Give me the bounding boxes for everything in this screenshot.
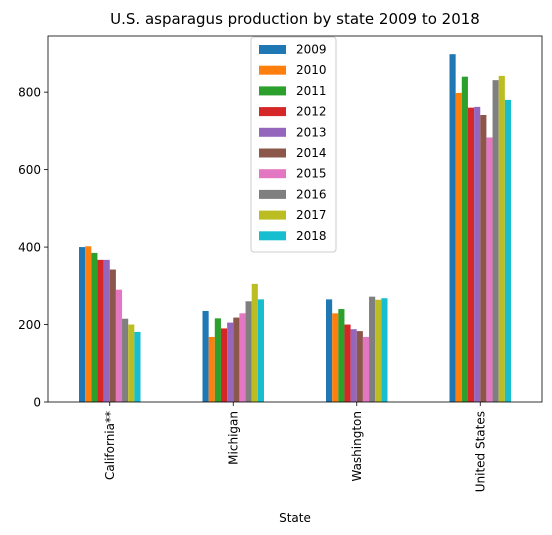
bar-2011-3 [461,76,468,403]
legend-label: 2009 [296,43,327,57]
legend-label: 2018 [296,229,327,243]
x-tick-label: California** [103,411,117,480]
bar-2012-0 [97,259,104,402]
y-tick-label: 800 [18,86,41,100]
plot-area: California** Michigan Washington United Sta… [18,35,543,492]
legend-swatch [259,127,286,137]
legend-swatch [259,45,286,54]
legend-swatch [259,189,286,199]
bar-2015-1 [239,313,246,402]
bar-2014-2 [356,331,363,402]
bar-2009-2 [326,299,333,402]
chart-title: U.S. asparagus production by state 2009 … [110,10,480,28]
bar-2010-3 [455,92,462,403]
legend-label: 2012 [296,105,327,119]
legend-swatch [259,65,286,75]
x-tick-label: Michigan [226,411,240,465]
bar-2016-1 [245,301,252,402]
bar-2011-2 [338,309,345,402]
bar-2013-0 [103,259,110,402]
bar-2017-0 [128,324,135,402]
bar-2016-3 [492,80,499,403]
bar-2017-3 [498,75,505,402]
y-tick-label: 400 [18,241,41,255]
x-axis-label: State [279,511,311,525]
bar-2018-3 [504,99,511,403]
bar-2009-3 [449,54,456,402]
bar-2011-1 [214,318,221,402]
y-tick-label: 0 [33,396,41,410]
bar-2018-2 [381,298,388,402]
x-tick-label: Washington [350,411,364,482]
legend-swatch [259,210,286,220]
bar-2011-0 [91,252,98,402]
bar-2016-0 [122,318,129,402]
bar-2014-3 [480,115,487,402]
bar-2012-1 [220,328,228,402]
bar-2009-1 [202,310,209,402]
bar-2010-0 [85,246,92,402]
legend-label: 2017 [296,208,327,222]
legend-swatch [259,169,286,179]
bar-2018-1 [257,299,264,402]
legend-swatch [259,148,286,158]
x-tick-label: United States [473,411,487,492]
legend-label: 2016 [296,187,327,201]
bar-2016-2 [369,296,376,402]
legend-swatch [259,231,286,241]
bar-2017-1 [251,283,258,402]
bar-2013-2 [350,329,357,402]
bar-2009-0 [79,247,86,402]
bar-2012-2 [344,324,351,402]
legend: 2009 2010 2011 2012 2013 2014 2015 2016 2017 2018 [250,36,337,253]
bar-2012-3 [467,107,475,403]
legend-label: 2011 [296,84,327,98]
legend-swatch [259,86,286,96]
bar-2014-0 [109,269,116,402]
legend-label: 2015 [296,167,327,181]
bar-2017-2 [375,299,382,402]
bar-2010-2 [332,313,339,402]
bar-2013-1 [227,322,234,402]
legend-swatch [259,107,286,117]
bar-2010-1 [208,336,215,402]
bar-2018-0 [134,331,141,402]
bar-2015-3 [486,137,493,402]
bar-2015-0 [115,289,123,402]
legend-label: 2014 [296,146,327,160]
bar-2014-1 [233,317,240,402]
legend-label: 2013 [296,125,327,139]
y-tick-label: 600 [18,163,41,177]
bar-2015-2 [362,336,370,402]
legend-label: 2010 [296,63,327,77]
y-tick-label: 200 [18,318,41,332]
axes-frame [47,35,543,403]
bar-2013-3 [474,106,481,402]
